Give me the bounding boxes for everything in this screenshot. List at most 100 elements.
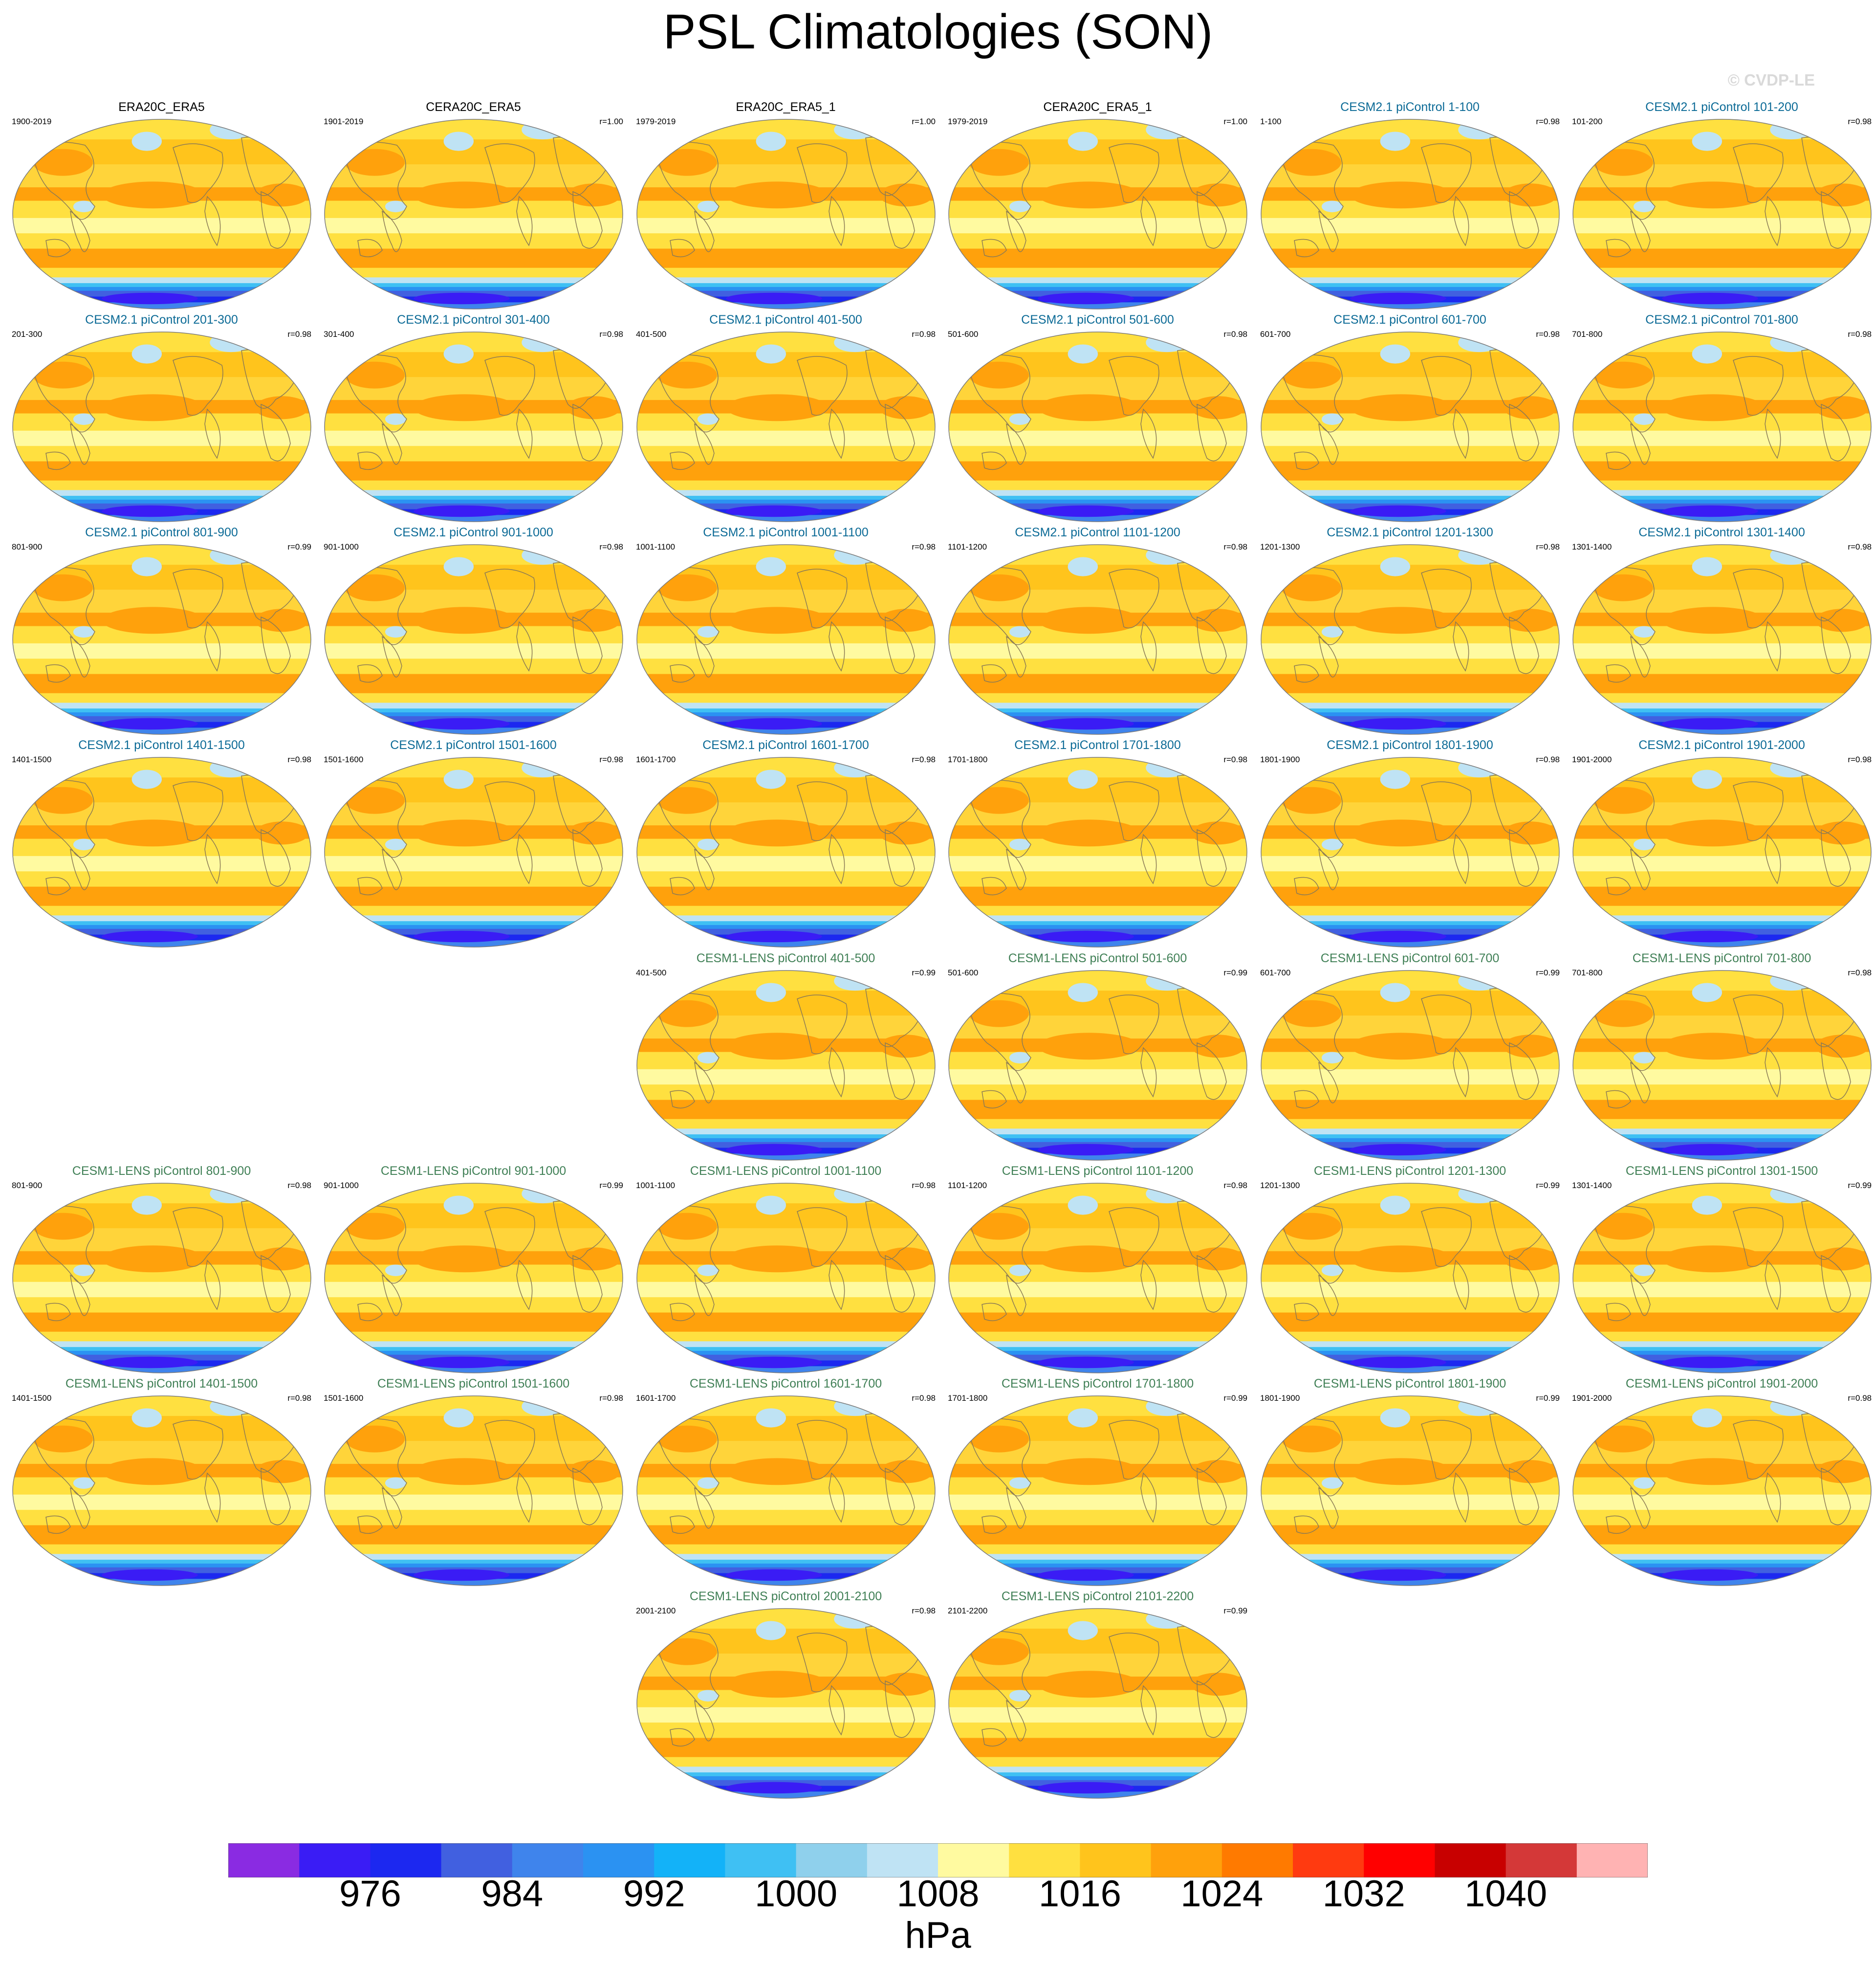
map-panel: CESM2.1 piControl 701-800 701-800 r=0.98 (1566, 313, 1876, 523)
map-plot (636, 1395, 936, 1586)
map-plot (636, 331, 936, 522)
map-plot (948, 1608, 1247, 1799)
panel-title: CERA20C_ERA5_1 (1043, 100, 1152, 114)
map-plot (1261, 544, 1560, 735)
panel-pattern-correlation: r=0.98 (287, 1393, 311, 1403)
panel-pattern-correlation: r=0.99 (599, 1181, 623, 1190)
map-panel: CESM2.1 piControl 1-100 1-100 r=0.98 (1254, 100, 1566, 310)
map-panel: CESM2.1 piControl 301-400 301-400 r=0.98 (318, 313, 629, 523)
map-panel: CESM1-LENS piControl 2001-2100 2001-2100 r… (630, 1589, 941, 1800)
map-plot (12, 1395, 311, 1586)
map-panel: CESM2.1 piControl 901-1000 901-1000 r=0.98 (318, 526, 629, 736)
panel-years: 1801-1900 (1260, 1393, 1300, 1403)
colorbar-swatch (1576, 1843, 1648, 1877)
map-panel: CESM2.1 piControl 1101-1200 1101-1200 r=0.… (942, 526, 1253, 736)
panel-pattern-correlation: r=0.98 (599, 755, 623, 764)
map-panel: CESM1-LENS piControl 2101-2200 2101-2200 r… (942, 1589, 1253, 1800)
panel-title: CESM1-LENS piControl 1701-1800 (1001, 1377, 1194, 1390)
panel-pattern-correlation: r=0.99 (1223, 1606, 1247, 1615)
map-panel: CESM2.1 piControl 1801-1900 1801-1900 r=0.… (1254, 738, 1566, 949)
colorbar-tick-label: 1040 (1464, 1873, 1548, 1915)
map-plot (948, 544, 1247, 735)
panel-years: 2101-2200 (948, 1606, 988, 1615)
colorbar-tick-label: 1024 (1180, 1873, 1264, 1915)
panel-title: CESM2.1 piControl 1501-1600 (390, 738, 557, 752)
map-plot (948, 970, 1247, 1161)
panel-title: CESM2.1 piControl 101-200 (1645, 100, 1798, 114)
map-panel: CESM2.1 piControl 101-200 101-200 r=0.98 (1566, 100, 1876, 310)
panel-years: 1979-2019 (636, 117, 676, 126)
panel-years: 501-600 (948, 968, 979, 977)
panel-title: CESM1-LENS piControl 601-700 (1320, 951, 1500, 965)
map-plot (324, 1183, 623, 1373)
panel-pattern-correlation: r=0.98 (287, 755, 311, 764)
colorbar-swatch (299, 1843, 371, 1877)
panel-pattern-correlation: r=0.98 (1223, 1181, 1247, 1190)
panel-title: CESM1-LENS piControl 1601-1700 (689, 1377, 882, 1390)
panel-pattern-correlation: r=0.98 (1223, 755, 1247, 764)
map-plot (636, 1608, 936, 1799)
map-panel: ERA20C_ERA5_1 1979-2019 r=1.00 (630, 100, 941, 310)
colorbar-swatch (938, 1843, 1009, 1877)
map-plot (1261, 1395, 1560, 1586)
colorbar-swatch (1435, 1843, 1506, 1877)
colorbar (228, 1843, 1648, 1877)
map-panel: CESM1-LENS piControl 1401-1500 1401-1500 r… (6, 1377, 317, 1587)
map-plot (12, 331, 311, 522)
panel-title: CESM2.1 piControl 501-600 (1021, 313, 1174, 327)
panel-years: 1001-1100 (636, 542, 676, 552)
map-plot (324, 119, 623, 309)
panel-years: 1601-1700 (636, 1393, 676, 1403)
panel-pattern-correlation: r=0.98 (1536, 755, 1560, 764)
panel-years: 101-200 (1572, 117, 1603, 126)
map-panel: CESM1-LENS piControl 1901-2000 1901-2000 r… (1566, 1377, 1876, 1587)
map-panel: CESM2.1 piControl 501-600 501-600 r=0.98 (942, 313, 1253, 523)
panel-pattern-correlation: r=1.00 (1223, 117, 1247, 126)
colorbar-swatch (654, 1843, 725, 1877)
panel-title: CESM1-LENS piControl 901-1000 (380, 1164, 567, 1178)
colorbar-tick-label: 1008 (896, 1873, 980, 1915)
panel-title: CERA20C_ERA5 (426, 100, 521, 114)
colorbar-tick-label: 984 (481, 1873, 544, 1915)
panel-title: CESM2.1 piControl 1801-1900 (1327, 738, 1493, 752)
panel-title: CESM2.1 piControl 401-500 (709, 313, 862, 327)
panel-pattern-correlation: r=0.98 (1848, 542, 1872, 552)
map-plot (12, 757, 311, 948)
map-panel: CERA20C_ERA5_1 1979-2019 r=1.00 (942, 100, 1253, 310)
panel-years: 2001-2100 (636, 1606, 676, 1615)
map-panel: CESM2.1 piControl 1201-1300 1201-1300 r=0.… (1254, 526, 1566, 736)
panel-years: 1701-1800 (948, 755, 988, 764)
panel-years: 1701-1800 (948, 1393, 988, 1403)
panel-years: 201-300 (12, 330, 43, 339)
colorbar-swatch (370, 1843, 442, 1877)
map-panel: CESM1-LENS piControl 1501-1600 1501-1600 r… (318, 1377, 629, 1587)
colorbar-tick-label: 1000 (755, 1873, 838, 1915)
map-plot (636, 1183, 936, 1373)
map-panel: CESM2.1 piControl 201-300 201-300 r=0.98 (6, 313, 317, 523)
panel-pattern-correlation: r=0.98 (1223, 542, 1247, 552)
map-panel: CESM2.1 piControl 1901-2000 1901-2000 r=0.… (1566, 738, 1876, 949)
panel-pattern-correlation: r=0.98 (1848, 1393, 1872, 1403)
map-panel: CESM2.1 piControl 801-900 801-900 r=0.99 (6, 526, 317, 736)
panel-pattern-correlation: r=0.99 (1536, 968, 1560, 977)
map-plot (1572, 970, 1872, 1161)
panel-years: 1979-2019 (948, 117, 988, 126)
panel-years: 701-800 (1572, 330, 1603, 339)
panel-title: CESM2.1 piControl 701-800 (1645, 313, 1798, 327)
panel-years: 1001-1100 (636, 1181, 676, 1190)
panel-pattern-correlation: r=0.98 (1848, 755, 1872, 764)
panel-title: CESM1-LENS piControl 701-800 (1632, 951, 1811, 965)
panel-title: CESM2.1 piControl 1201-1300 (1327, 526, 1493, 539)
map-panel: CESM1-LENS piControl 1301-1500 1301-1400 r… (1566, 1164, 1876, 1374)
panel-pattern-correlation: r=0.99 (912, 968, 936, 977)
map-plot (948, 1395, 1247, 1586)
panel-years: 301-400 (324, 330, 354, 339)
map-panel: CESM1-LENS piControl 1001-1100 1001-1100 r… (630, 1164, 941, 1374)
panel-pattern-correlation: r=0.98 (1848, 117, 1872, 126)
map-panel: CESM1-LENS piControl 901-1000 901-1000 r=0… (318, 1164, 629, 1374)
colorbar-tick-label: 1032 (1322, 1873, 1405, 1915)
colorbar-swatch (1505, 1843, 1577, 1877)
map-plot (1572, 544, 1872, 735)
panel-years: 1901-2000 (1572, 755, 1612, 764)
colorbar-units: hPa (905, 1915, 971, 1956)
